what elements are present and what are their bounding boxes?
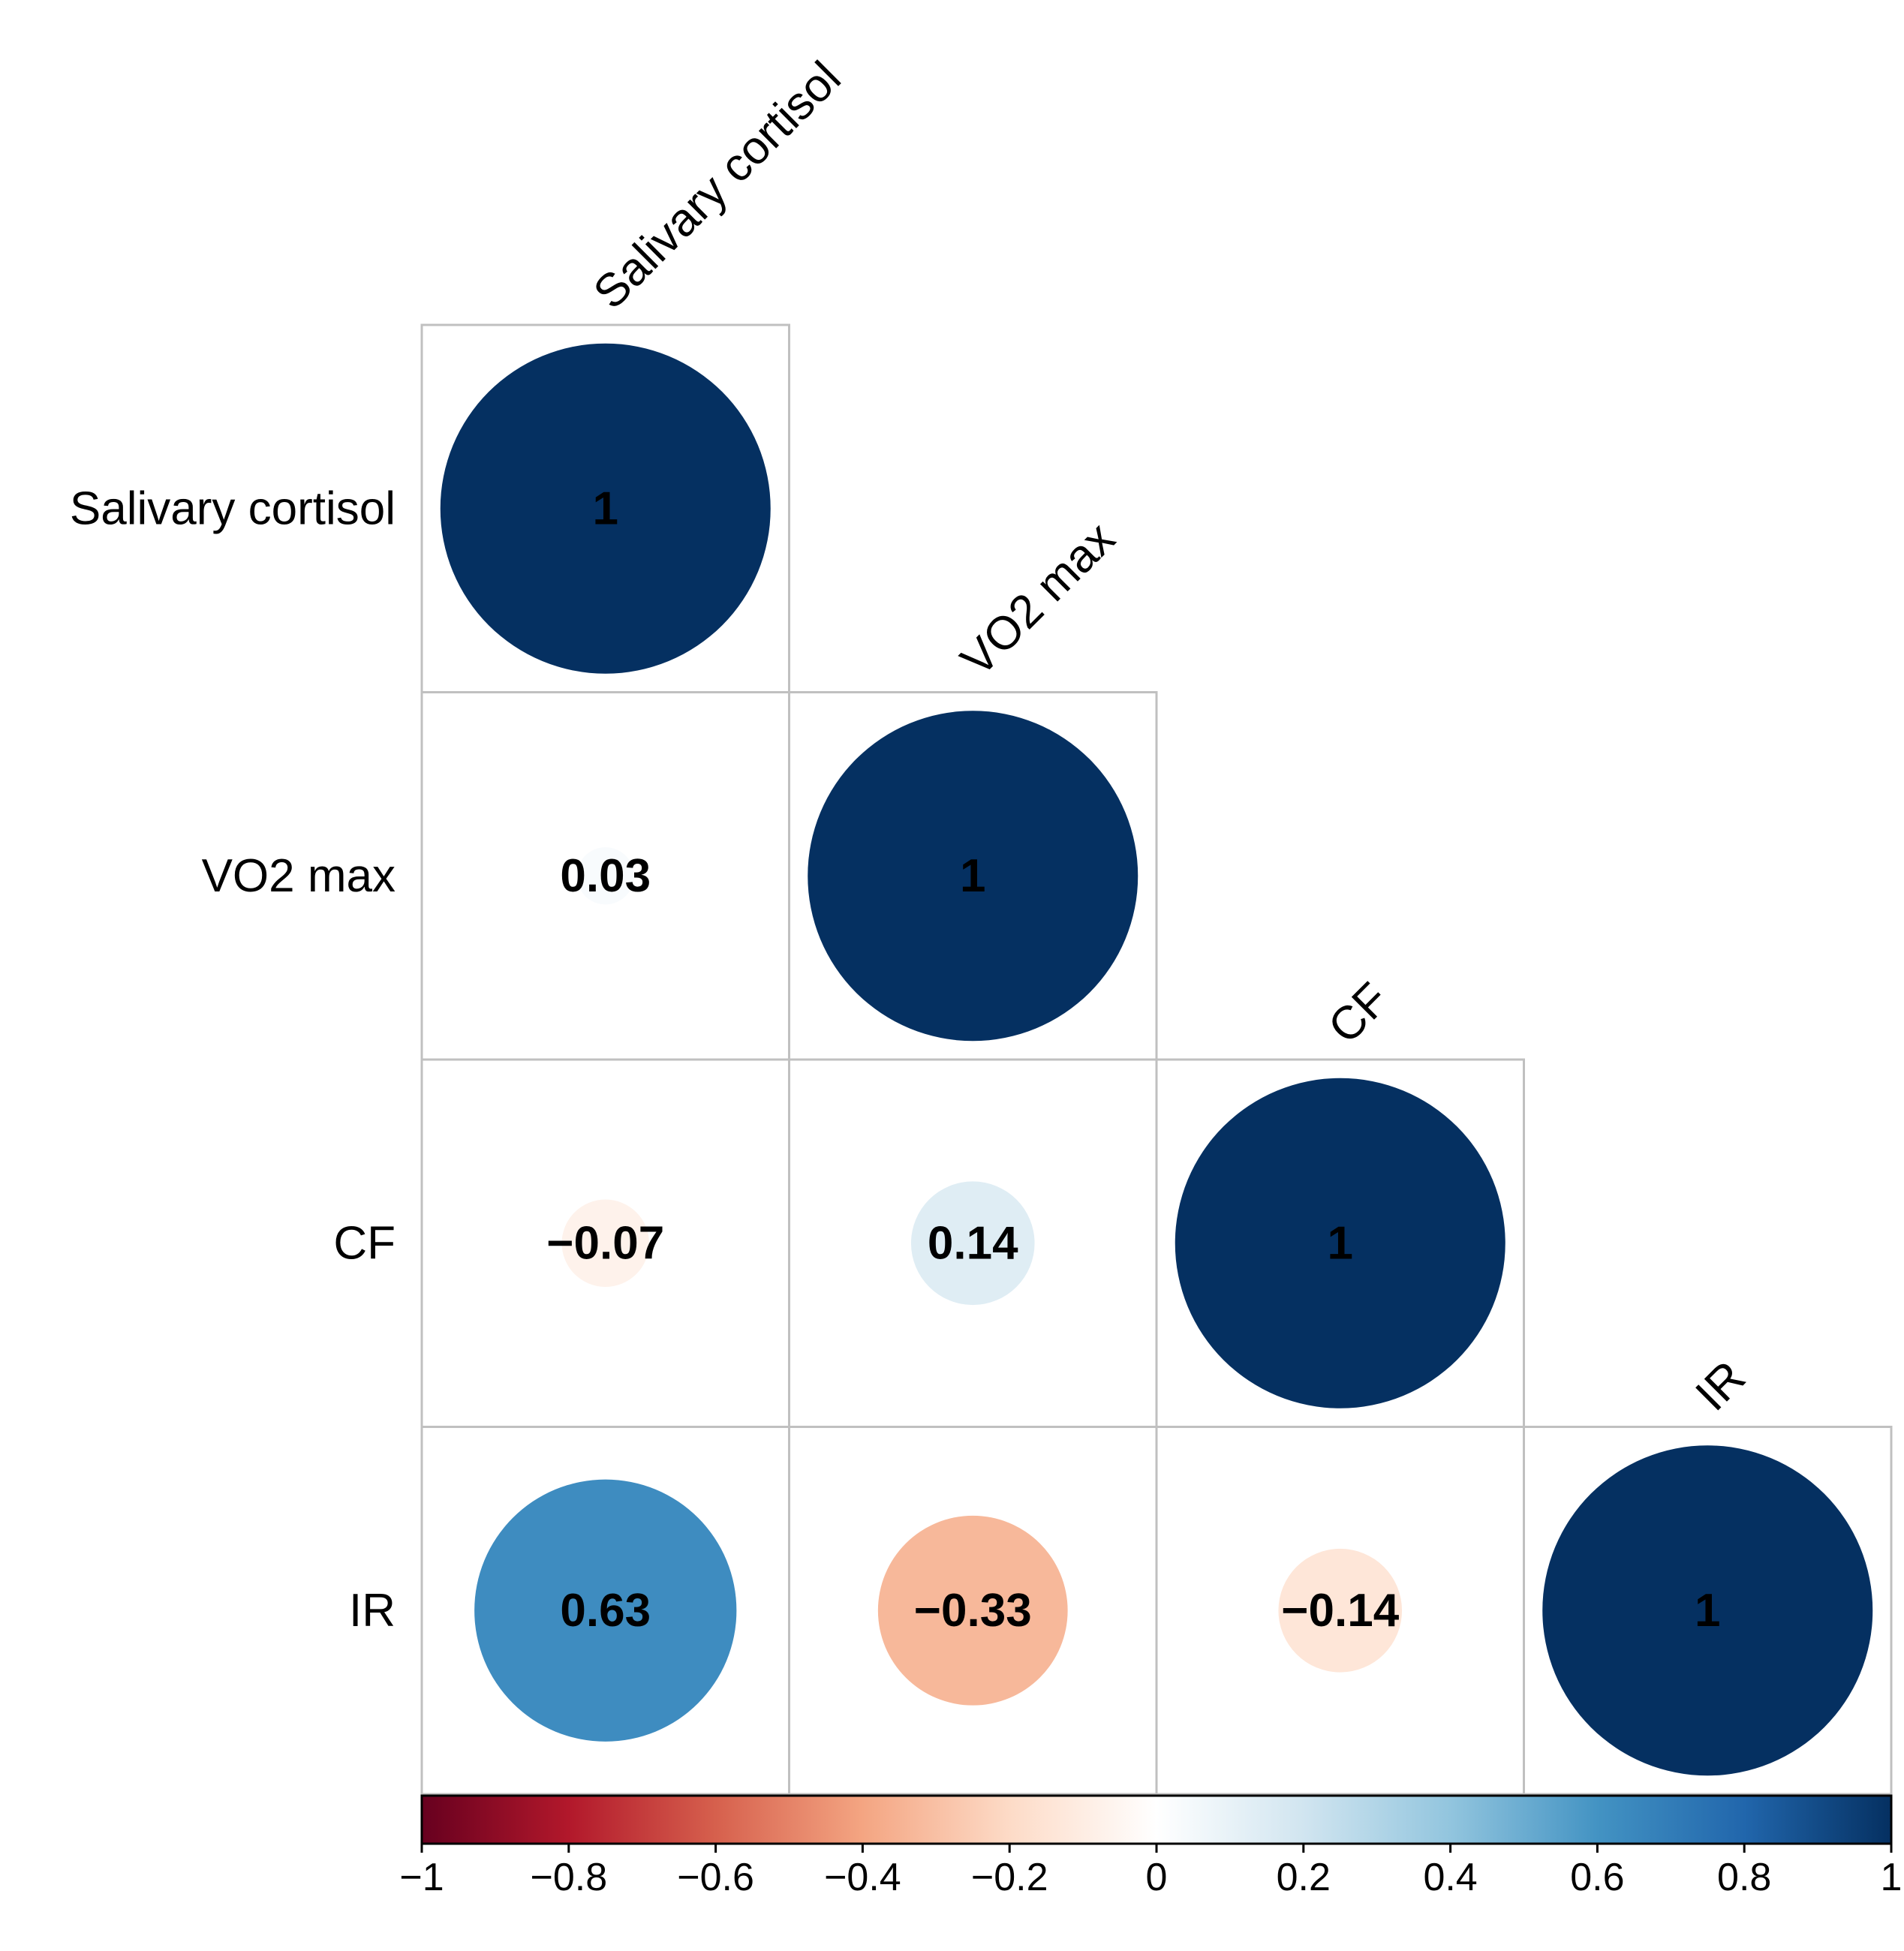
corr-circle-3-3	[1542, 1445, 1873, 1776]
corr-value-2-2: 1	[1328, 1217, 1353, 1269]
grid-cell-3-3	[1523, 1426, 1893, 1796]
corr-value-3-3: 1	[1695, 1585, 1720, 1637]
correlation-circles	[440, 343, 1873, 1776]
colorbar-tick-label-5: 0	[1146, 1856, 1168, 1899]
col-label-3: IR	[1686, 1351, 1755, 1421]
corr-value-2-1: 0.14	[928, 1217, 1018, 1269]
corr-value-2-0: −0.07	[546, 1217, 664, 1269]
grid-lines	[420, 323, 1893, 1796]
corr-circle-0-0	[440, 343, 771, 674]
corr-circle-2-2	[1175, 1078, 1505, 1408]
colorbar-tick-label-10: 1	[1881, 1856, 1902, 1899]
col-label-1: VO2 max	[951, 513, 1125, 687]
corr-value-3-2: −0.14	[1281, 1585, 1399, 1637]
row-labels: Salivary cortisol VO2 max CF IR	[70, 482, 396, 1637]
colorbar-tick-label-7: 0.4	[1423, 1856, 1477, 1899]
corr-circle-3-2	[1278, 1548, 1403, 1673]
corr-value-3-1: −0.33	[914, 1585, 1032, 1637]
corr-circle-1-0	[576, 847, 634, 905]
colorbar-tick-label-2: −0.6	[677, 1856, 754, 1899]
corr-value-0-0: 1	[593, 482, 618, 534]
row-label-1: VO2 max	[202, 850, 396, 902]
correlation-values: 1 0.03 1 −0.07 0.14 1 0.63 −0.33 −0.14 1	[546, 482, 1720, 1637]
colorbar-tick-label-6: 0.2	[1277, 1856, 1331, 1899]
row-label-0: Salivary cortisol	[70, 482, 396, 534]
colorbar-tick-label-0: −1	[399, 1856, 444, 1899]
colorbar-tick-label-8: 0.6	[1570, 1856, 1624, 1899]
col-label-2: CF	[1319, 973, 1399, 1054]
colorbar-tick-label-9: 0.8	[1717, 1856, 1771, 1899]
corr-circle-1-1	[808, 711, 1138, 1042]
corr-value-1-0: 0.03	[560, 850, 651, 902]
corr-circle-3-1	[877, 1515, 1068, 1706]
corr-circle-2-1	[910, 1181, 1035, 1306]
colorbar-tick-label-1: −0.8	[530, 1856, 607, 1899]
corr-circle-3-0	[474, 1479, 737, 1742]
colorbar: −1 −0.8 −0.6 −0.4 −0.2 0 0.2 0.4 0.6 0.8 1	[399, 1794, 1902, 1899]
row-label-3: IR	[349, 1585, 396, 1637]
corr-circle-2-0	[561, 1199, 649, 1287]
colorbar-tick-label-3: −0.4	[824, 1856, 901, 1899]
colorbar-gradient	[420, 1794, 1893, 1845]
row-label-2: CF	[333, 1217, 396, 1269]
colorbar-tick-label-4: −0.2	[971, 1856, 1048, 1899]
col-label-0: Salivary cortisol	[584, 52, 851, 319]
column-labels: Salivary cortisol VO2 max CF IR	[584, 52, 1755, 1420]
corr-value-3-0: 0.63	[560, 1585, 651, 1637]
corr-value-1-1: 1	[960, 850, 985, 902]
